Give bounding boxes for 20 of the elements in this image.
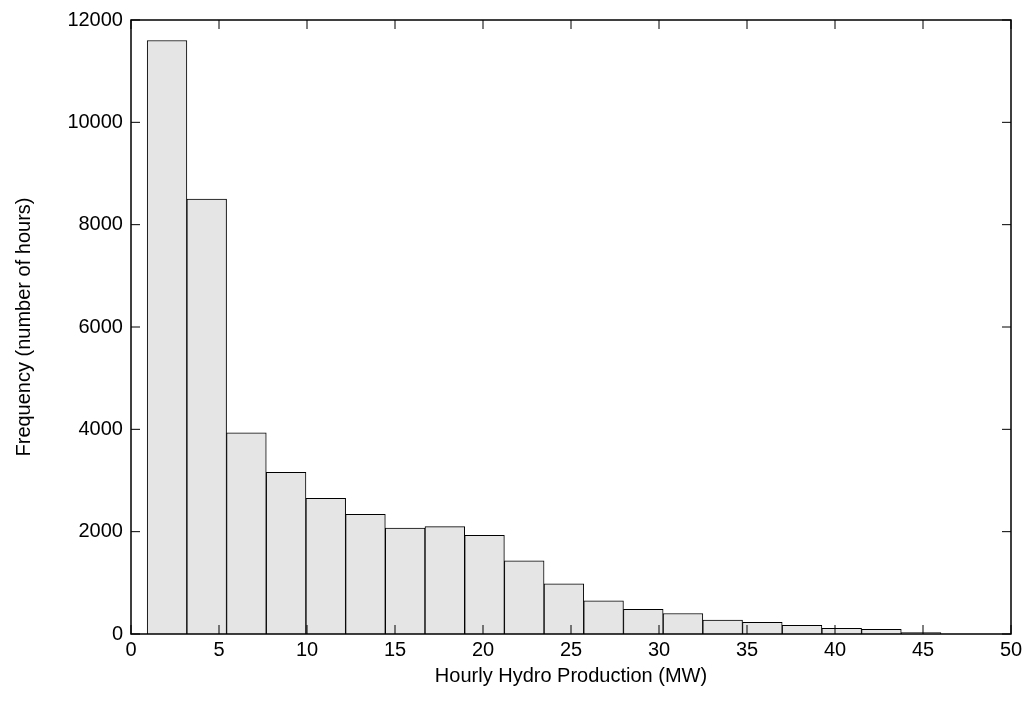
y-tick-label: 0 [111, 621, 123, 644]
x-tick-label: 0 [125, 637, 137, 660]
x-tick-label: 15 [383, 637, 407, 660]
x-tick-label: 35 [735, 637, 759, 660]
y-tick-label: 10000 [67, 109, 123, 132]
y-tick-label: 2000 [78, 519, 123, 542]
y-tick-label: 4000 [78, 416, 123, 439]
x-tick-label: 25 [559, 637, 583, 660]
x-axis-title: Hourly Hydro Production (MW) [434, 663, 708, 686]
x-tick-label: 40 [823, 637, 847, 660]
y-axis-title: Frequency (number of hours) [11, 197, 34, 457]
x-tick-label: 5 [213, 637, 225, 660]
y-tick-label: 6000 [78, 314, 123, 337]
y-tick-label: 12000 [67, 7, 123, 30]
x-tick-label: 10 [295, 637, 319, 660]
x-tick-label: 20 [471, 637, 495, 660]
x-tick-label: 45 [911, 637, 935, 660]
x-tick-label: 30 [647, 637, 671, 660]
y-tick-label: 8000 [78, 212, 123, 235]
x-tick-label: 50 [999, 637, 1023, 660]
